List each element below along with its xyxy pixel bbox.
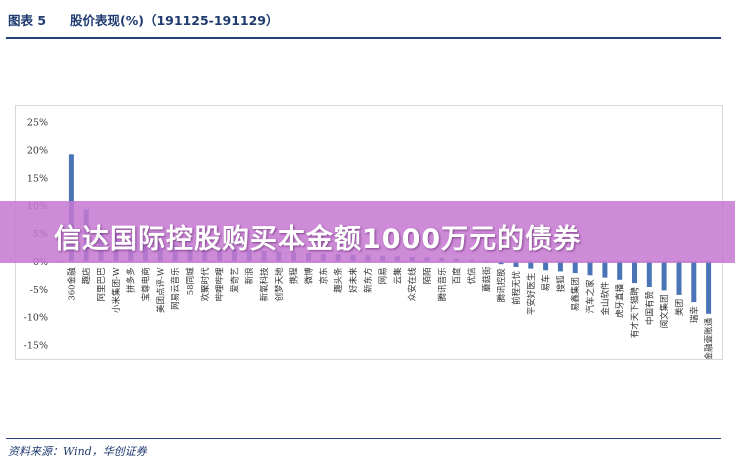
y-tick-label: 15% — [27, 173, 48, 184]
category-label: 蘑菇街 — [481, 266, 492, 292]
category-label: 趣店 — [81, 267, 92, 285]
category-label: 爱奇艺 — [229, 267, 240, 293]
bar — [632, 261, 637, 284]
category-label: 金融壹账通 — [704, 317, 715, 359]
bar — [513, 261, 519, 267]
category-label: 众安在线 — [407, 267, 418, 302]
bar — [587, 261, 593, 276]
category-label: 易鑫集团 — [570, 277, 581, 311]
bar — [617, 261, 623, 280]
bar — [602, 261, 608, 278]
figure-title: 股价表现(%)（191125-191129） — [70, 13, 279, 28]
category-label: 阅文集团 — [659, 294, 670, 328]
category-label: 中国有赞 — [644, 291, 655, 326]
category-label: 易车 — [541, 274, 552, 291]
category-label: 哔哩哔哩 — [216, 267, 226, 302]
y-tick-label: -15% — [24, 341, 48, 352]
category-label: 美团 — [674, 299, 685, 316]
category-label: 微博 — [304, 267, 315, 285]
category-label: 携程 — [289, 267, 300, 285]
bar — [646, 261, 652, 287]
headline-banner: 信达国际控股购买本金额1000万元的债券 — [0, 201, 735, 263]
category-label: 腾讯音乐 — [437, 267, 448, 302]
category-label: 虎牙直播 — [615, 283, 626, 318]
category-label: 瑞幸 — [689, 306, 700, 324]
category-label: 欢聚时代 — [200, 267, 211, 302]
category-label: 创梦天地 — [274, 267, 285, 302]
category-label: 网易 — [379, 267, 389, 284]
category-label: 优信 — [467, 267, 478, 285]
category-label: 小米集团-W — [111, 267, 122, 313]
y-tick-label: -10% — [24, 313, 48, 324]
source-note: 资料来源：Wind，华创证券 — [8, 445, 147, 458]
bar — [557, 261, 563, 272]
category-label: 陌陌 — [423, 267, 433, 285]
category-label: 汽车之家 — [585, 279, 596, 314]
y-tick-label: -5% — [30, 285, 48, 296]
bar — [543, 261, 549, 271]
y-tick-label: 25% — [27, 118, 48, 129]
category-label: 百度 — [452, 267, 463, 285]
category-label: 腾讯控股 — [496, 268, 507, 303]
figure-label: 图表 5 — [8, 13, 47, 28]
category-label: 好未来 — [348, 267, 359, 293]
category-label: 搜狐 — [555, 275, 566, 293]
category-label: 云集 — [392, 267, 403, 285]
category-label: 360金融 — [66, 267, 77, 301]
bar — [691, 261, 697, 303]
category-label: 前程无忧 — [511, 271, 522, 306]
category-label: 58同城 — [186, 267, 196, 295]
category-label: 新氧科技 — [259, 267, 270, 302]
category-label: 金山软件 — [600, 281, 611, 316]
figure-header: 图表 5 股价表现(%)（191125-191129） — [6, 8, 721, 30]
bar — [528, 261, 534, 269]
category-label: 美团点评-W — [155, 267, 166, 313]
header-rule — [6, 37, 721, 39]
category-label: 趣头条 — [333, 267, 344, 293]
category-label: 京东 — [318, 267, 329, 284]
category-label: 拼多多 — [126, 267, 137, 293]
bar — [676, 261, 682, 295]
category-label: 宝尊电商 — [141, 267, 152, 301]
footer-rule — [6, 438, 721, 439]
category-label: 网易云音乐 — [170, 267, 181, 310]
category-label: 平安好医生 — [526, 272, 537, 315]
category-label: 有才天下猎聘 — [630, 287, 641, 339]
bar — [661, 261, 667, 291]
bar — [706, 261, 712, 314]
y-tick-label: 20% — [27, 145, 48, 156]
category-label: 新浪 — [244, 267, 255, 285]
headline-text: 信达国际控股购买本金额1000万元的债券 — [54, 224, 582, 255]
category-label: 阿里巴巴 — [97, 267, 107, 302]
bar — [572, 261, 578, 274]
category-label: 新东方 — [363, 267, 374, 293]
